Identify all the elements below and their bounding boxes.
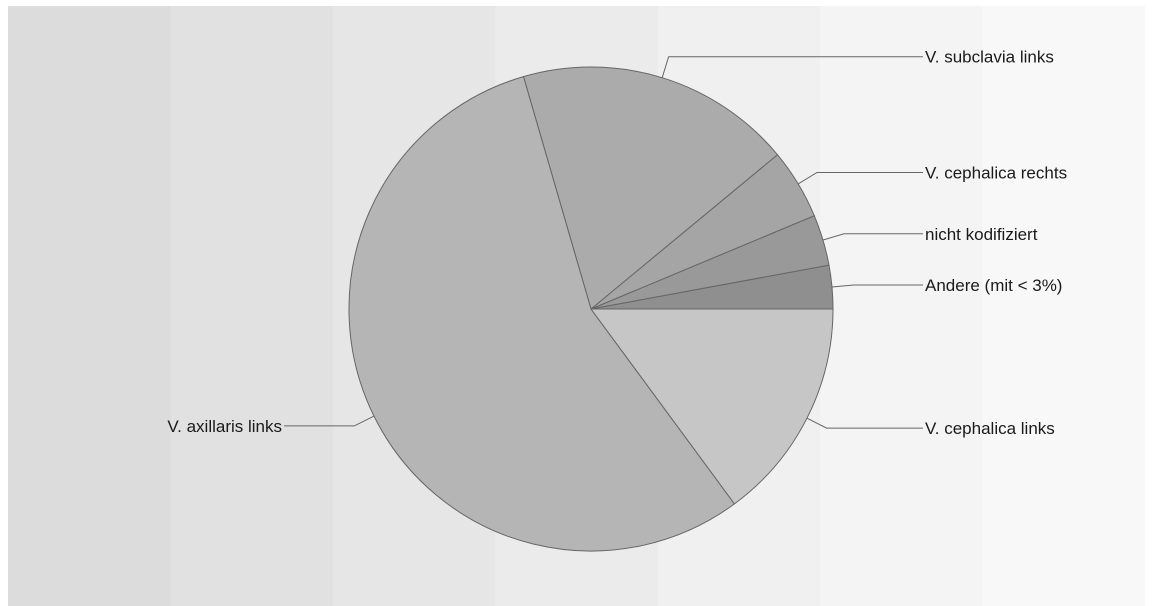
pie-chart: Andere (mit < 3%) nicht kodifiziert V. cep… — [8, 6, 1145, 606]
background-stripe — [170, 6, 334, 606]
slice-label: V. cephalica rechts — [925, 163, 1067, 182]
pie-slice — [522, 66, 779, 310]
leader-line — [284, 415, 375, 427]
slice-label: Andere (mit < 3%) — [925, 276, 1062, 295]
slice-label: V. subclavia links — [925, 48, 1054, 67]
slice-labels: Andere (mit < 3%) nicht kodifiziert V. cep… — [167, 48, 1067, 438]
background-stripe — [8, 6, 172, 606]
slice-label: V. cephalica links — [925, 419, 1055, 438]
background-stripe — [820, 6, 984, 606]
leader-line — [806, 417, 923, 429]
leader-line — [661, 56, 923, 78]
leader-line — [797, 172, 923, 185]
leader-lines — [284, 56, 923, 429]
pie-slices — [348, 66, 834, 552]
leader-line — [822, 233, 923, 241]
pie-chart-svg: Andere (mit < 3%) nicht kodifiziert V. cep… — [8, 6, 1145, 606]
slice-label: V. axillaris links — [167, 417, 282, 436]
leader-line — [831, 284, 923, 288]
pie-slice — [590, 308, 834, 505]
background-stripe — [982, 6, 1145, 606]
slice-label: nicht kodifiziert — [925, 225, 1038, 244]
